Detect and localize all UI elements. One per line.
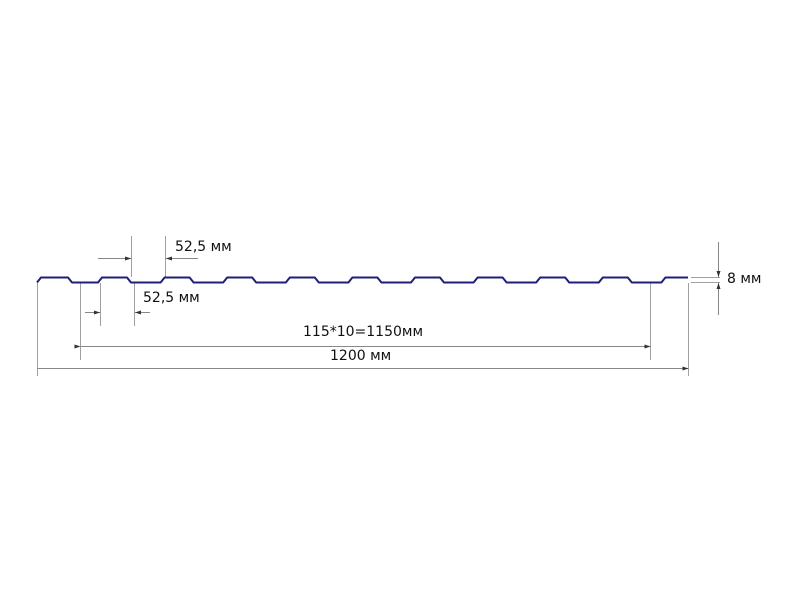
label-height: 8 мм [727, 271, 762, 287]
label-total-width: 1200 мм [330, 348, 392, 364]
label-top-pitch: 52,5 мм [175, 239, 232, 255]
label-working-width: 115*10=1150мм [303, 324, 424, 340]
label-bottom-pitch: 52,5 мм [143, 290, 200, 306]
sheet-profile [36, 276, 688, 284]
